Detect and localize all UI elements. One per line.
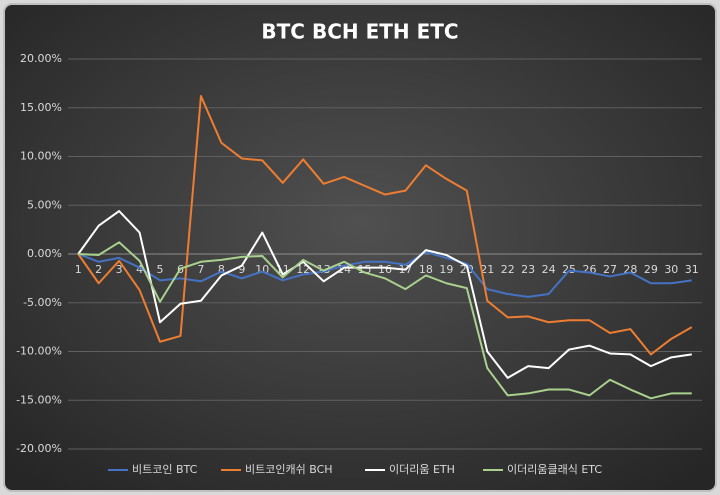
x-tick-label: 21 — [480, 263, 494, 276]
legend-label: 비트코인 BTC — [132, 463, 198, 476]
series-line — [77, 95, 693, 356]
y-tick-label: 0.00% — [27, 247, 62, 260]
chart-background — [3, 3, 717, 492]
x-tick-label: 5 — [157, 263, 164, 276]
x-tick-label: 4 — [136, 263, 143, 276]
series-line — [77, 210, 692, 379]
y-tick-label: -10.00% — [16, 345, 62, 358]
x-tick-label: 16 — [378, 263, 392, 276]
y-tick-label: -5.00% — [23, 296, 62, 309]
x-tick-label: 27 — [603, 263, 617, 276]
legend-label: 비트코인캐쉬 BCH — [245, 463, 333, 476]
x-tick-label: 8 — [218, 263, 225, 276]
y-tick-label: -15.00% — [16, 393, 62, 406]
x-tick-label: 24 — [542, 263, 556, 276]
legend-label: 이더리움 ETH — [389, 463, 455, 476]
x-tick-label: 1 — [75, 263, 82, 276]
chart-title: BTC BCH ETH ETC — [261, 20, 458, 44]
x-tick-label: 23 — [521, 263, 535, 276]
x-tick-label: 2 — [95, 263, 102, 276]
y-tick-label: 10.00% — [20, 150, 62, 163]
x-tick-label: 9 — [238, 263, 245, 276]
series-line — [77, 251, 692, 298]
y-tick-label: 5.00% — [27, 198, 62, 211]
x-tick-label: 25 — [562, 263, 576, 276]
y-tick-label: -20.00% — [16, 442, 62, 455]
y-tick-label: 15.00% — [20, 101, 62, 114]
x-tick-label: 29 — [644, 263, 658, 276]
x-tick-label: 19 — [439, 263, 453, 276]
legend-label: 이더리움클래식 ETC — [507, 463, 602, 476]
x-tick-label: 3 — [116, 263, 123, 276]
series-line — [78, 241, 692, 400]
x-tick-label: 30 — [664, 263, 678, 276]
x-tick-label: 31 — [685, 263, 699, 276]
y-tick-label: 20.00% — [20, 52, 62, 65]
x-tick-label: 7 — [197, 263, 204, 276]
x-tick-label: 22 — [501, 263, 515, 276]
x-tick-label: 18 — [419, 263, 433, 276]
